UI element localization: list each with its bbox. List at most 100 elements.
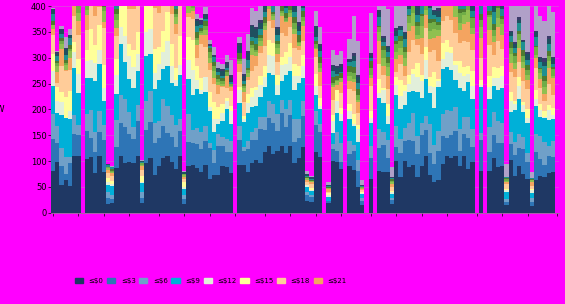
Bar: [496, 41, 500, 68]
Bar: [398, 0, 402, 26]
Bar: [441, 136, 445, 164]
Bar: [551, 78, 555, 95]
Bar: [258, 38, 263, 41]
Bar: [479, 87, 483, 133]
Bar: [318, 85, 322, 98]
Bar: [470, 99, 475, 129]
Bar: [419, 75, 424, 81]
Bar: [127, 0, 131, 9]
Bar: [195, 32, 199, 38]
Bar: [203, 141, 208, 165]
Bar: [432, 38, 436, 50]
Bar: [534, 37, 538, 46]
Bar: [225, 55, 229, 62]
Bar: [280, 100, 284, 113]
Bar: [51, 86, 55, 114]
Bar: [199, 20, 203, 24]
Bar: [521, 50, 525, 56]
Bar: [216, 134, 220, 146]
Bar: [242, 122, 246, 147]
Bar: [250, 97, 254, 107]
Bar: [98, 50, 102, 64]
Bar: [293, 119, 297, 143]
Bar: [411, 40, 415, 69]
Bar: [419, 81, 424, 98]
Bar: [76, 125, 81, 135]
Bar: [267, 4, 271, 6]
Bar: [106, 178, 110, 182]
Bar: [237, 59, 242, 61]
Bar: [293, 64, 297, 76]
Bar: [462, 24, 466, 41]
Bar: [487, 126, 492, 152]
Bar: [356, 142, 360, 160]
Bar: [98, 64, 102, 111]
Bar: [517, 99, 521, 134]
Bar: [538, 61, 542, 68]
Bar: [178, 156, 182, 213]
Bar: [148, 29, 153, 54]
Bar: [271, 43, 276, 56]
Bar: [377, 93, 381, 98]
Bar: [351, 115, 356, 124]
Bar: [110, 171, 114, 172]
Bar: [195, 19, 199, 21]
Bar: [517, 134, 521, 148]
Bar: [534, 68, 538, 90]
Bar: [390, 198, 394, 200]
Bar: [55, 56, 59, 61]
Bar: [276, 35, 280, 41]
Bar: [318, 109, 322, 124]
Bar: [390, 178, 394, 179]
Bar: [148, 1, 153, 29]
Bar: [106, 164, 110, 165]
Bar: [512, 77, 517, 101]
Bar: [394, 77, 398, 85]
Bar: [271, 56, 276, 75]
Bar: [462, 0, 466, 1]
Bar: [191, 3, 195, 8]
Bar: [229, 173, 233, 213]
Bar: [428, 19, 432, 23]
Bar: [93, 0, 97, 5]
Bar: [368, 158, 373, 179]
Bar: [310, 184, 314, 188]
Bar: [356, 102, 360, 113]
Bar: [415, 92, 419, 136]
Bar: [271, 2, 276, 6]
Bar: [326, 182, 331, 185]
Bar: [466, 74, 470, 82]
Bar: [432, 108, 436, 145]
Bar: [500, 9, 504, 16]
Bar: [263, 46, 267, 66]
Bar: [310, 190, 314, 191]
Text: MW: MW: [0, 105, 5, 114]
Bar: [436, 25, 441, 30]
Bar: [59, 185, 63, 213]
Bar: [301, 2, 305, 3]
Bar: [51, 139, 55, 171]
Bar: [216, 75, 220, 79]
Bar: [182, 172, 186, 174]
Bar: [59, 50, 63, 66]
Bar: [297, 50, 301, 66]
Bar: [199, 24, 203, 25]
Bar: [318, 106, 322, 109]
Bar: [140, 176, 144, 182]
Bar: [547, 173, 551, 213]
Bar: [199, 31, 203, 33]
Bar: [310, 176, 314, 178]
Bar: [347, 76, 351, 81]
Bar: [140, 198, 144, 203]
Bar: [250, 88, 254, 97]
Bar: [182, 187, 186, 188]
Bar: [59, 30, 63, 34]
Bar: [55, 162, 59, 213]
Bar: [254, 27, 259, 29]
Bar: [542, 111, 546, 117]
Bar: [415, 5, 419, 8]
Bar: [314, 26, 318, 36]
Bar: [318, 72, 322, 85]
Bar: [449, 53, 453, 70]
Bar: [191, 130, 195, 143]
